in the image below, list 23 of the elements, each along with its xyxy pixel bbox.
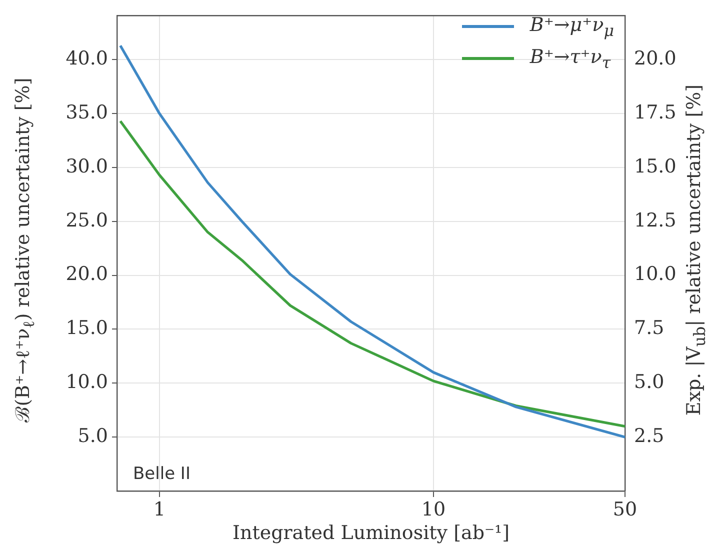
x-axis-title: Integrated Luminosity [ab⁻¹] — [232, 522, 510, 544]
y2-tick-label: 10.0 — [634, 263, 676, 286]
y-tick-label: 10.0 — [66, 371, 108, 394]
y-tick-label: 15.0 — [66, 317, 108, 340]
y-tick-label: 40.0 — [66, 48, 108, 70]
legend-label: B⁺→μ⁺ν$_{μ}$ — [530, 14, 614, 40]
x-tick-label: 1 — [153, 498, 166, 520]
y2-tick-label: 20.0 — [634, 48, 676, 70]
y2-tick-label: 15.0 — [634, 155, 676, 178]
y2-tick-label: 5.0 — [634, 371, 664, 394]
y2-tick-label: 17.5 — [634, 101, 676, 124]
y-tick-label: 5.0 — [78, 425, 108, 448]
y-tick-label: 20.0 — [66, 263, 108, 286]
y2-tick-label: 7.5 — [634, 317, 664, 340]
y-tick-label: 30.0 — [66, 155, 108, 178]
annotation: Belle II — [133, 464, 190, 484]
legend-label: B⁺→τ⁺ν$_{τ}$ — [530, 46, 611, 72]
y2-tick-label: 12.5 — [634, 209, 676, 232]
x-tick-label: 10 — [421, 498, 446, 520]
x-tick-label: 50 — [612, 498, 638, 520]
y-tick-label: 35.0 — [66, 101, 108, 124]
y-tick-label: 25.0 — [66, 209, 108, 232]
y2-tick-label: 2.5 — [634, 425, 664, 448]
